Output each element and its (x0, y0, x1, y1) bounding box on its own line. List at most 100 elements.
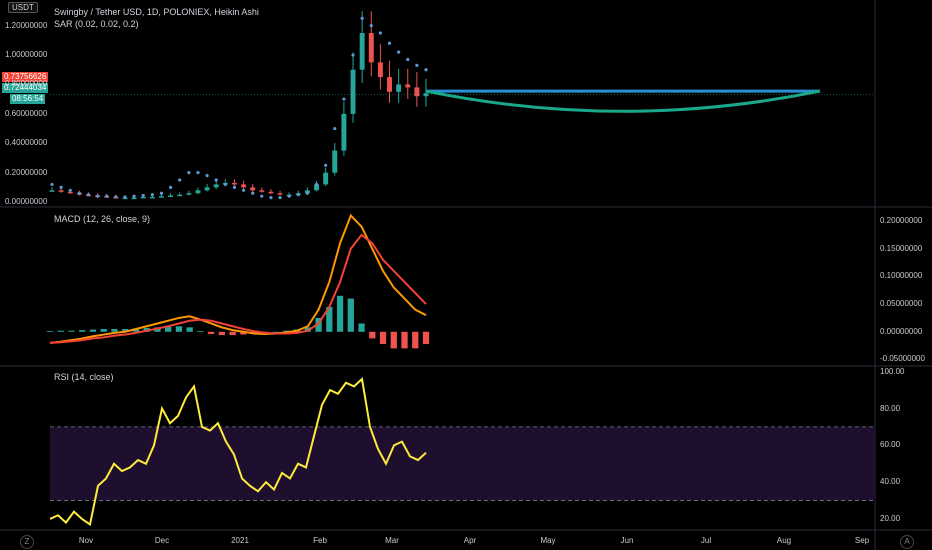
candle-body (213, 184, 219, 188)
candle-body (241, 184, 247, 188)
countdown-tag: 08:56:54 (10, 94, 46, 104)
candle-body (414, 87, 420, 97)
macd-histogram-bar (175, 326, 183, 332)
sar-dot (397, 50, 401, 54)
sar-dot (241, 188, 246, 192)
x-tick-label: 2021 (231, 536, 249, 545)
macd-histogram-bar (165, 326, 172, 332)
macd-histogram-bar (100, 329, 107, 332)
y-tick-label: 60.00 (880, 440, 901, 450)
rsi-line (49, 377, 427, 527)
candle-body (168, 195, 174, 197)
macd-histogram-bar (336, 295, 344, 332)
sar-dot (105, 194, 109, 198)
sar-legend: SAR (0.02, 0.02, 0.2) (54, 19, 139, 29)
currency-button[interactable]: USDT (8, 2, 38, 13)
y-tick-label: 20.00 (880, 513, 901, 523)
macd-histogram-bar (379, 331, 387, 344)
candle-body (377, 62, 383, 78)
macd-histogram-bar (240, 331, 247, 335)
sar-dot (68, 188, 72, 192)
sar-dot (132, 194, 136, 198)
sar-dot (196, 171, 200, 175)
candle-body (268, 191, 274, 194)
candle-body (259, 190, 265, 192)
macd-histogram-bar (186, 327, 193, 332)
candle-body (250, 187, 256, 191)
sar-dot (269, 196, 273, 200)
sar-dot (342, 97, 346, 101)
x-tick-label: Jul (700, 536, 712, 545)
y-tick-label: 100.00 (880, 366, 905, 376)
macd-histogram-bar (79, 330, 86, 332)
candle-body (314, 184, 319, 191)
sar-dot (287, 194, 291, 198)
candle-body (67, 191, 73, 194)
sar-dot (178, 178, 182, 182)
x-tick-label: Nov (78, 536, 94, 545)
sar-dot (378, 31, 382, 35)
y-tick-label: 80.00 (880, 403, 901, 413)
macd-histogram-bar (412, 331, 419, 349)
macd-histogram-bar (68, 330, 75, 332)
macd-histogram-bar (315, 317, 322, 332)
price-tag-red: 0.73756626 (2, 72, 49, 82)
drawing-arc (425, 89, 821, 113)
x-tick-label: Mar (385, 536, 399, 545)
x-tick-label: Apr (463, 536, 477, 545)
candle-body (350, 69, 356, 114)
sar-dot (387, 41, 392, 45)
macd-histogram-bar (111, 329, 118, 332)
y-tick-label: 0.80000000 (5, 79, 48, 89)
symbol-title: Swingby / Tether USD, 1D, POLONIEX, Heik… (54, 7, 259, 17)
sar-dot (86, 193, 91, 197)
macd-histogram-bar (272, 331, 279, 333)
candle-body (186, 193, 192, 195)
macd-line-0 (49, 213, 427, 344)
sar-dot (314, 182, 319, 187)
macd-histogram-bar (132, 328, 140, 332)
x-tick-label: Feb (313, 536, 327, 545)
x-tick-label: May (540, 536, 556, 545)
sar-dot (214, 178, 218, 182)
candle-body (359, 32, 365, 70)
macd-line-1 (49, 233, 427, 344)
sar-dot (351, 53, 355, 57)
sar-dot (77, 191, 81, 195)
sar-dot (278, 196, 282, 200)
candle-body (49, 190, 55, 192)
macd-histogram-bar (229, 331, 236, 336)
sar-dot (232, 185, 237, 189)
macd-histogram-bar (89, 329, 97, 332)
macd-histogram-bar (46, 331, 54, 333)
sar-dot (251, 191, 255, 195)
sar-dot (150, 193, 154, 197)
macd-histogram-bar (422, 331, 430, 344)
auto-scale-button[interactable]: A (900, 535, 914, 549)
y-tick-label: 0.20000000 (5, 167, 48, 177)
candle-body (159, 196, 164, 198)
candle-body (177, 194, 183, 197)
sar-dot (360, 16, 364, 20)
sar-dot (406, 57, 410, 62)
candle-body (323, 172, 329, 185)
candle-body (277, 193, 283, 195)
candle-body (204, 187, 210, 191)
macd-histogram-bar (369, 331, 376, 339)
sar-dot (50, 182, 54, 187)
y-tick-label: 0.00000000 (880, 326, 923, 336)
y-tick-label: 1.00000000 (5, 50, 48, 60)
sar-dot (415, 63, 419, 67)
macd-histogram-bar (154, 327, 161, 332)
candle-body (341, 113, 347, 151)
macd-histogram-bar (283, 330, 290, 332)
macd-histogram-bar (347, 298, 354, 332)
zoom-icon[interactable]: Z (20, 535, 34, 549)
sar-dot (159, 191, 164, 195)
y-tick-label: 0.40000000 (5, 138, 48, 148)
sar-dot (333, 126, 337, 131)
sar-dot (123, 195, 127, 199)
x-tick-label: Jun (620, 536, 634, 545)
x-tick-label: Sep (854, 536, 870, 545)
